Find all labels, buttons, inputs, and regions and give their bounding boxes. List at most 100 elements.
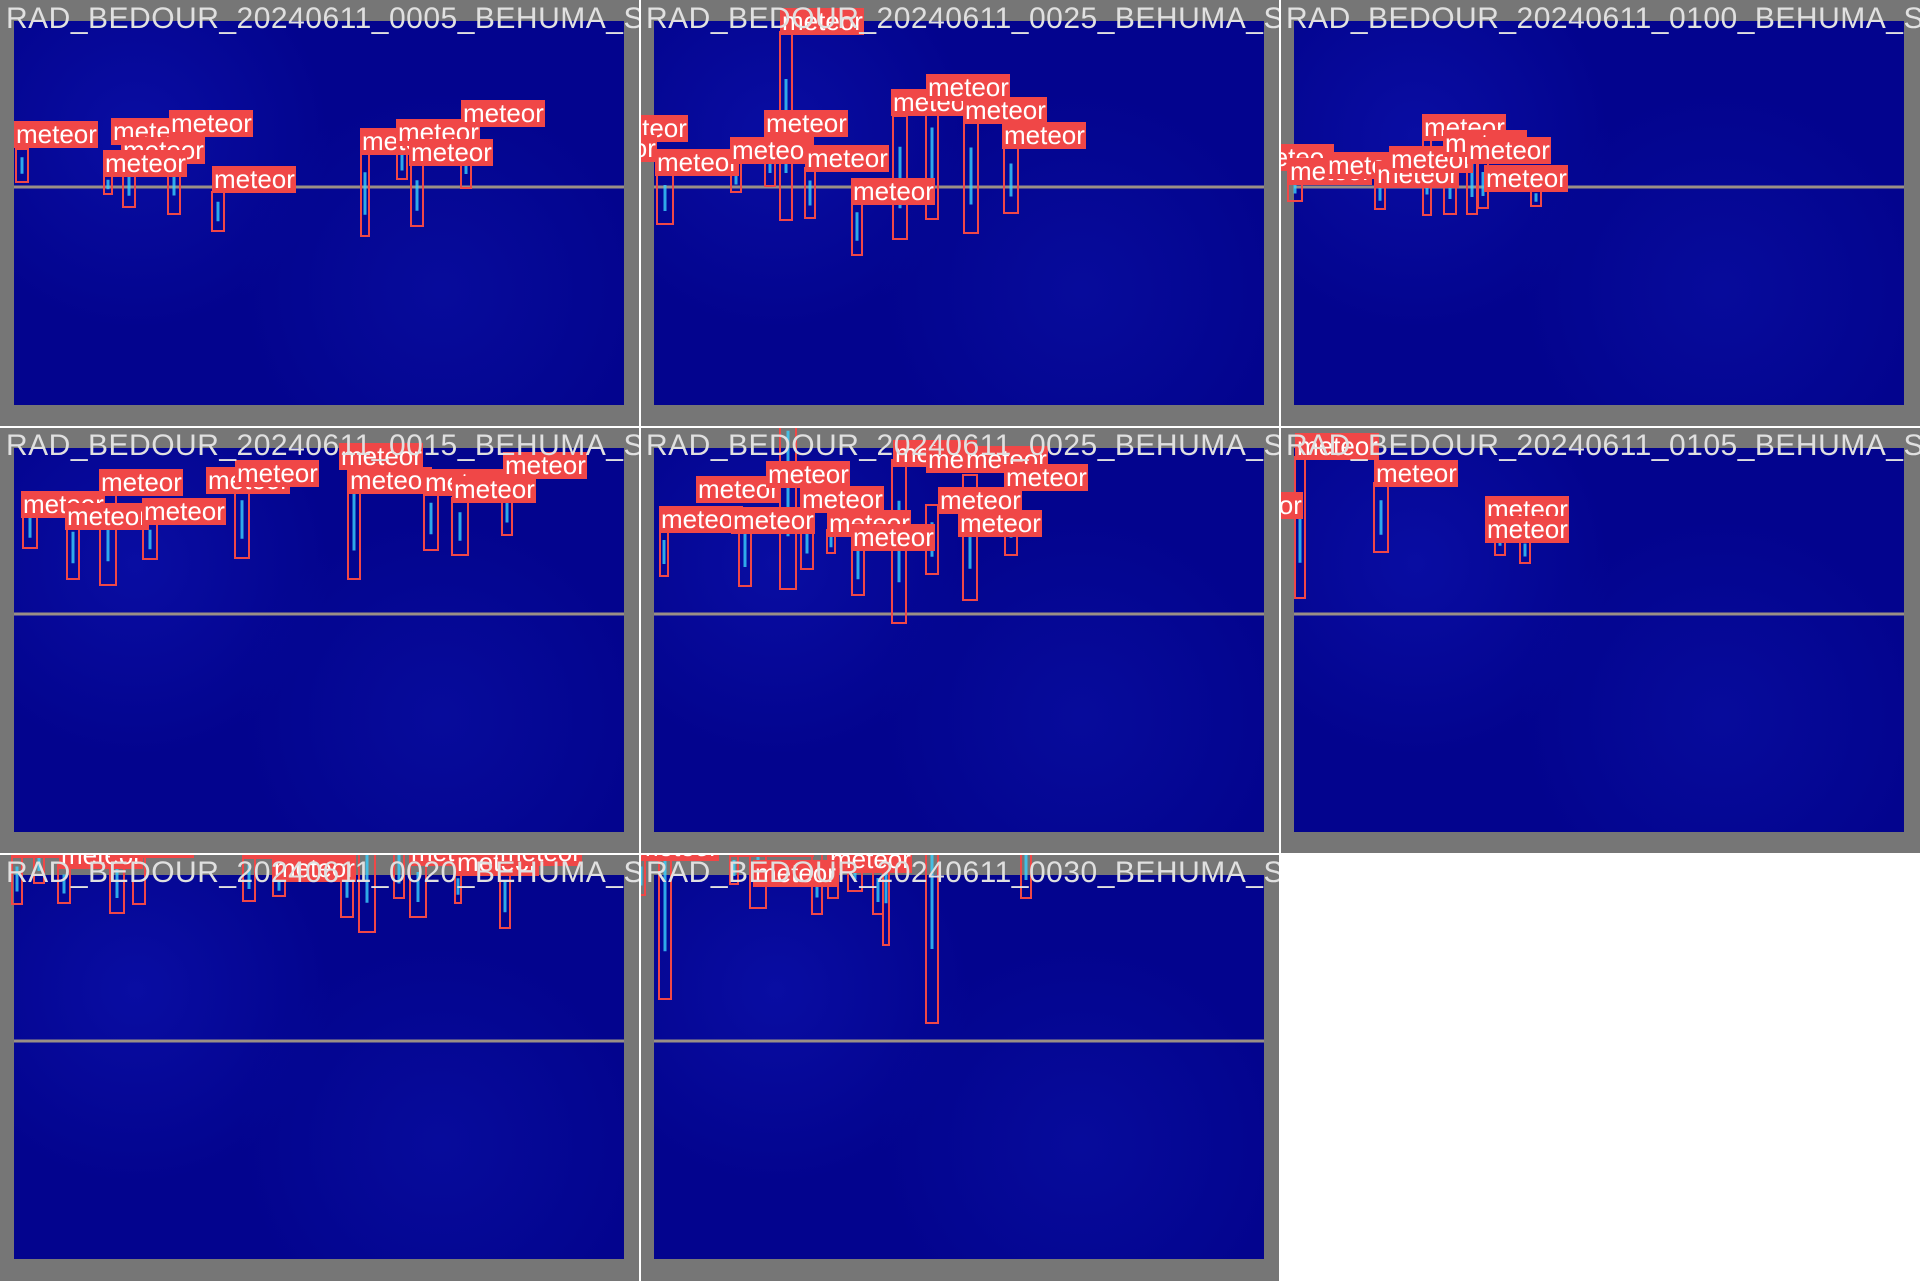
svg-text:meteor: meteor [237, 458, 318, 488]
meteor-label: meteor [963, 95, 1047, 125]
meteor-label: meteor [110, 854, 194, 859]
meteor-label: meteor [1004, 462, 1088, 492]
meteor-label: meteor [99, 467, 183, 497]
svg-text:meteor: meteor [732, 854, 813, 858]
svg-text:meteor: meteor [960, 508, 1041, 538]
meteor-label: meteor [498, 854, 582, 867]
svg-text:meteor: meteor [112, 854, 193, 859]
svg-text:meteor: meteor [802, 484, 883, 514]
meteor-bounding-box [962, 474, 978, 601]
svg-text:meteor: meteor [1469, 135, 1550, 165]
meteor-label: meteor [958, 508, 1042, 538]
meteor-bounding-box [729, 854, 739, 885]
meteor-label: meteor [655, 147, 739, 177]
panel-frame [640, 854, 1280, 1281]
spectrogram-image [1294, 21, 1904, 405]
panel-filename: RAD_BEDOUR_20240611_0100_BEHUMA_SYS005.p [1286, 2, 1920, 35]
spectrogram-image [654, 21, 1264, 405]
svg-text:meteor: meteor [1487, 514, 1568, 544]
meteor-bounding-box [358, 854, 376, 933]
grid-divider [639, 0, 641, 1281]
meteor-label: meteor [1484, 163, 1568, 193]
svg-text:meteor: meteor [755, 858, 836, 888]
panel-frame [0, 0, 640, 427]
svg-text:meteor: meteor [101, 467, 182, 497]
grid-divider [0, 426, 1920, 428]
meteor-label: meteor [659, 504, 743, 534]
meteor-bounding-box [109, 854, 125, 914]
meteor-label: meteor [103, 148, 187, 178]
spectrogram-image [1294, 448, 1904, 832]
detection-panel-5: meteor meteor meteor meteor meteor meteor mete… [640, 427, 1280, 854]
panel-filename: RAD_BEDOUR_20240611_0030_BEHUMA_SYS005.p [646, 856, 1280, 889]
meteor-label: meteor [766, 459, 850, 489]
meteor-label: meteor [851, 176, 935, 206]
svg-text:meteor: meteor [274, 854, 355, 883]
meteor-label: meteor [828, 854, 912, 874]
svg-text:meteor: meteor [1006, 462, 1087, 492]
meteor-label: meteor [1485, 514, 1569, 544]
panel-filename: RAD_BEDOUR_20240611_0025_BEHUMA_SYS005.p [646, 429, 1280, 462]
panel-filename: RAD_BEDOUR_20240611_0005_BEHUMA_SYS005.p [6, 2, 640, 35]
meteor-bounding-box [393, 854, 405, 899]
svg-text:meteor: meteor [732, 135, 813, 165]
panel-filename: RAD_BEDOUR_20240611_0020_BEHUMA_SYS005.p [6, 856, 640, 889]
meteor-label: meteor [14, 119, 98, 149]
meteor-label: meteor [409, 137, 493, 167]
svg-text:meteor: meteor [105, 148, 186, 178]
svg-text:meteor: meteor [853, 522, 934, 552]
meteor-bounding-box [132, 854, 146, 905]
svg-text:meteor: meteor [505, 450, 586, 480]
detection-panel-3: meteormeteormeteormeteormeteormeteormete… [1280, 0, 1920, 427]
meteor-bounding-box [33, 854, 45, 884]
meteor-label: meteor [65, 501, 149, 531]
svg-text:meteor: meteor [214, 164, 295, 194]
meteor-label: meteor [764, 108, 848, 138]
meteor-bounding-box [925, 854, 939, 1024]
detection-panel-9-empty [1280, 854, 1920, 1281]
panel-filename: RAD_BEDOUR_20240611_0015_BEHUMA_SYS005.p [6, 429, 640, 462]
spectrogram-image [14, 875, 624, 1259]
svg-text:meteor: meteor [350, 465, 431, 495]
meteor-label: meteor [926, 72, 1010, 102]
meteor-bounding-box [15, 148, 29, 183]
svg-text:meteor: meteor [1376, 458, 1457, 488]
svg-text:meteor: meteor [16, 119, 97, 149]
svg-text:meteor: meteor [144, 496, 225, 526]
meteor-label: meteor [851, 522, 935, 552]
svg-text:meteor: meteor [1004, 120, 1085, 150]
meteor-label: meteor [142, 496, 226, 526]
meteor-label: meteor [12, 854, 96, 859]
detection-panel-8: meteormeteormeteormeteormeteormeteormete… [640, 854, 1280, 1281]
meteor-label: meteor [461, 98, 545, 128]
detection-overlay: meteormeteormeteormeteormeteormeteormete… [640, 6, 1264, 256]
meteor-label: meteor [169, 108, 253, 138]
meteor-label: meteor [753, 858, 837, 888]
panel-frame [640, 0, 1280, 427]
svg-text:meteor: meteor [67, 501, 148, 531]
detection-panel-4: meteor meteor meteor meteor meteor meteor mete… [0, 427, 640, 854]
detection-panel-2: meteormeteormeteormeteormeteormeteormete… [640, 0, 1280, 427]
svg-text:meteor: meteor [463, 98, 544, 128]
detection-overlay: meteormeteormeteormeteormeteormeteormete… [640, 854, 1264, 1043]
svg-text:meteor: meteor [14, 854, 95, 859]
spectrogram-image [654, 875, 1264, 1259]
meteor-label: meteor [640, 133, 657, 163]
svg-text:meteor: meteor [411, 137, 492, 167]
svg-text:meteor: meteor [1280, 490, 1302, 520]
svg-text:meteor: meteor [766, 108, 847, 138]
meteor-label: meteor [730, 135, 814, 165]
spectrogram-image [14, 21, 624, 405]
grid-divider [0, 853, 1920, 855]
grid-divider [1279, 0, 1281, 1281]
detection-panel-7: meteormeteormeteormeteormeteormeteormete… [0, 854, 640, 1281]
meteor-label: meteor [235, 458, 319, 488]
meteor-bounding-box [658, 854, 672, 1000]
meteor-label: meteor [1280, 490, 1303, 520]
svg-text:meteor: meteor [965, 95, 1046, 125]
meteor-label: meteor [348, 465, 432, 495]
panel-frame [0, 854, 640, 1281]
meteor-label: meteor [1467, 135, 1551, 165]
panel-frame [1280, 0, 1920, 427]
